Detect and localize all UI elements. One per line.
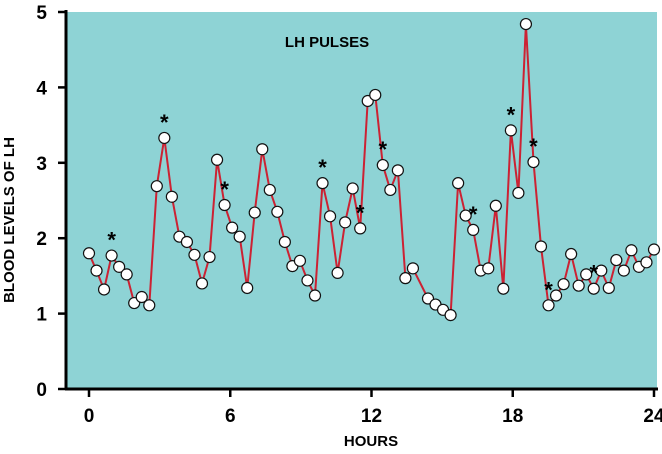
x-tick-label: 24 — [643, 406, 662, 427]
data-point — [331, 266, 344, 279]
data-point — [301, 274, 314, 287]
data-point — [369, 88, 382, 102]
y-tick-label: 3 — [36, 154, 47, 175]
data-point — [218, 198, 231, 212]
y-axis-label: BLOOD LEVELS OF LH — [1, 137, 18, 303]
x-tick-label: 18 — [502, 406, 523, 427]
data-point — [519, 17, 533, 31]
data-point — [625, 244, 638, 257]
data-point — [406, 262, 420, 275]
data-point — [120, 268, 133, 281]
data-point — [135, 290, 148, 304]
chart-title: LH PULSES — [285, 34, 369, 51]
data-point — [97, 283, 111, 296]
pulse-asterisk: * — [379, 137, 388, 162]
data-point — [572, 279, 585, 292]
data-point — [549, 289, 563, 302]
data-point — [602, 281, 615, 295]
data-point — [158, 131, 171, 145]
data-point — [497, 282, 510, 295]
data-point — [489, 199, 502, 212]
data-point — [308, 289, 322, 302]
pulse-asterisk: * — [544, 277, 553, 302]
y-tick-label: 0 — [36, 380, 47, 401]
data-point — [542, 299, 555, 312]
y-tick-label: 4 — [36, 78, 47, 99]
data-point — [90, 264, 103, 277]
data-point — [105, 249, 118, 262]
data-point — [195, 277, 209, 290]
y-tick-label: 5 — [36, 3, 47, 24]
data-point — [203, 250, 216, 264]
data-point — [595, 264, 608, 277]
data-point — [113, 260, 126, 273]
x-tick-label: 6 — [225, 406, 236, 427]
data-point — [617, 264, 630, 277]
data-point — [504, 124, 517, 137]
axes — [58, 10, 658, 397]
data-point — [165, 190, 178, 203]
data-point — [512, 186, 525, 200]
data-point — [263, 183, 276, 197]
y-tick-label: 1 — [36, 305, 47, 326]
pulse-asterisk: * — [356, 200, 365, 225]
pulse-asterisk: * — [318, 155, 327, 180]
pulse-asterisk: * — [589, 261, 598, 286]
data-point — [610, 253, 623, 267]
y-tick-label: 2 — [36, 229, 47, 250]
pulse-asterisk: * — [529, 134, 538, 159]
data-point — [293, 254, 307, 267]
data-point — [278, 235, 291, 249]
data-point — [527, 155, 540, 169]
data-point — [323, 210, 337, 223]
pulse-asterisk: * — [107, 228, 116, 253]
data-point — [256, 143, 269, 156]
data-point — [565, 247, 578, 261]
data-point — [150, 180, 163, 193]
data-point — [444, 309, 457, 322]
data-point — [339, 216, 352, 229]
data-point — [452, 177, 465, 190]
data-point — [587, 282, 600, 295]
data-point — [233, 230, 246, 243]
data-point — [180, 235, 194, 249]
data-point — [557, 278, 570, 291]
data-point — [467, 223, 480, 237]
data-point — [241, 281, 254, 295]
data-point — [640, 256, 653, 269]
pulse-markers: * * * * * * * * * * * — [107, 102, 598, 302]
data-point — [647, 243, 661, 256]
pulse-asterisk: * — [469, 202, 478, 227]
data-point — [384, 183, 397, 197]
x-axis-label: HOURS — [344, 433, 398, 450]
data-point — [346, 182, 359, 195]
data-point — [354, 222, 367, 235]
data-point — [143, 299, 156, 312]
pulse-asterisk: * — [220, 177, 229, 202]
data-point — [271, 205, 284, 218]
x-tick-label: 0 — [84, 406, 95, 427]
data-point — [391, 164, 404, 177]
data-point — [210, 153, 224, 166]
data-point — [376, 158, 389, 172]
data-point — [316, 177, 329, 190]
x-tick-label: 12 — [361, 406, 382, 427]
data-point — [226, 221, 239, 234]
data-point — [534, 240, 548, 253]
data-point — [459, 209, 472, 222]
data-point — [188, 248, 201, 261]
data-point — [82, 247, 96, 260]
data-point — [580, 268, 593, 281]
pulse-asterisk: * — [507, 102, 516, 127]
data-points — [82, 17, 661, 322]
data-point — [399, 272, 412, 285]
data-point — [482, 262, 495, 275]
data-point — [248, 206, 261, 219]
pulse-asterisk: * — [160, 110, 169, 135]
